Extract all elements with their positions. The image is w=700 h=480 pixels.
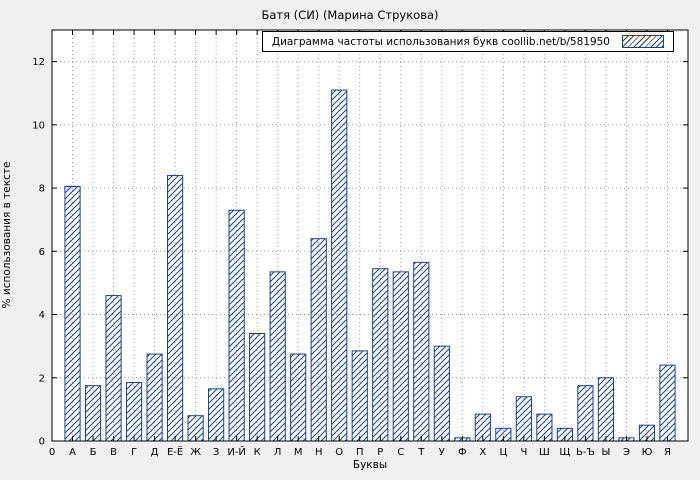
- x-tick-label: Ф: [458, 447, 467, 458]
- bar: [249, 333, 266, 442]
- bar: [433, 345, 450, 442]
- x-tick-label: М: [294, 447, 303, 458]
- bar: [659, 364, 676, 442]
- x-tick-label: Г: [131, 447, 137, 458]
- bar: [331, 89, 348, 442]
- y-tick-label: 6: [39, 247, 45, 258]
- x-tick-label: Ы: [602, 447, 611, 458]
- x-axis-label: Буквы: [352, 459, 388, 471]
- x-tick-label: 0: [49, 447, 55, 458]
- x-tick-label: Ю: [642, 447, 653, 458]
- bar: [515, 396, 532, 442]
- x-tick-label: К: [254, 447, 261, 458]
- x-tick-label: А: [69, 447, 76, 458]
- x-tick-label: Т: [417, 447, 425, 458]
- x-tick-label: Ч: [520, 447, 527, 458]
- y-tick-label: 0: [39, 437, 45, 448]
- x-tick-label: Ш: [539, 447, 550, 458]
- x-tick-label: Б: [90, 447, 97, 458]
- bar: [310, 238, 327, 442]
- x-tick-label: И-Й: [227, 445, 246, 458]
- plot-border: [51, 29, 689, 442]
- x-tick-label: Е-Ё: [167, 445, 183, 458]
- bar: [125, 382, 143, 442]
- chart-title: Батя (СИ) (Марина Струкова): [261, 8, 439, 22]
- x-tick-label: В: [110, 447, 117, 458]
- x-tick-label: Я: [664, 447, 671, 458]
- bar: [269, 271, 286, 442]
- bar: [208, 388, 225, 442]
- legend-label: Диаграмма частоты использования букв coo…: [271, 35, 610, 48]
- x-tick-label: Э: [623, 447, 630, 458]
- bar: [167, 174, 184, 442]
- y-tick-label: 2: [39, 373, 45, 384]
- y-tick-label: 12: [32, 57, 45, 68]
- bar: [351, 350, 368, 442]
- y-tick-label: 8: [39, 184, 45, 195]
- y-tick-label: 4: [39, 310, 45, 321]
- bar: [64, 186, 81, 442]
- bar: [146, 353, 163, 442]
- bar: [392, 271, 409, 442]
- legend: Диаграмма частоты использования букв coo…: [261, 31, 674, 52]
- x-tick-label: П: [356, 447, 364, 458]
- x-tick-label: У: [439, 447, 445, 458]
- x-tick-label: Ц: [499, 447, 507, 458]
- x-tick-label: Х: [479, 447, 486, 458]
- x-tick-label: Щ: [559, 447, 570, 458]
- bar: [413, 261, 430, 442]
- bar: [290, 353, 307, 442]
- x-tick-label: Р: [377, 447, 383, 458]
- legend-swatch: [622, 35, 664, 48]
- y-tick-label: 10: [32, 120, 45, 131]
- bar: [84, 385, 102, 442]
- x-tick-label: Н: [315, 447, 323, 458]
- bar: [105, 295, 122, 442]
- x-tick-label: О: [335, 447, 343, 458]
- bar: [577, 385, 594, 442]
- bar: [372, 268, 389, 442]
- x-tick-label: Л: [274, 447, 282, 458]
- x-tick-label: С: [397, 447, 404, 458]
- x-tick-label: Ь-Ъ: [576, 447, 595, 458]
- x-tick-label: З: [213, 447, 219, 458]
- bar: [597, 377, 615, 442]
- x-tick-label: Ж: [190, 447, 201, 458]
- bar: [228, 209, 245, 442]
- x-tick-label: Д: [151, 447, 159, 458]
